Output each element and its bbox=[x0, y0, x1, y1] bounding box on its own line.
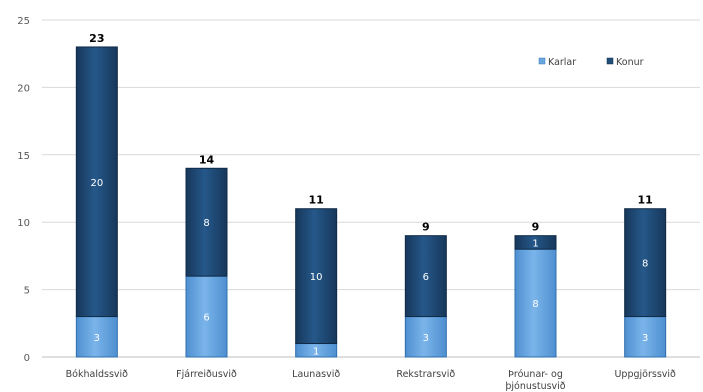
x-category-label: Uppgjörssvið bbox=[614, 369, 676, 380]
x-category-label: Bókhaldssvið bbox=[66, 369, 129, 380]
x-category-label: Fjárreiðusvið bbox=[176, 369, 237, 380]
bars: 3 20 23 6 8 14 1 10 11 3 6 9 8 1 9 3 8 11 bbox=[75, 32, 667, 358]
gridlines bbox=[42, 19, 700, 358]
bar-segment-konur bbox=[404, 235, 447, 318]
total-label: 11 bbox=[309, 194, 324, 207]
total-label: 23 bbox=[89, 32, 104, 45]
data-label-konur: 10 bbox=[310, 272, 323, 283]
y-tick-label: 10 bbox=[17, 218, 30, 229]
bar-segment-konur bbox=[75, 46, 118, 318]
bar-segment-konur bbox=[295, 208, 338, 345]
bar-segment-karlar bbox=[404, 316, 447, 358]
legend: Karlar Konur bbox=[538, 57, 644, 68]
bar-segment-konur bbox=[514, 235, 557, 250]
x-category-label: Þróunar- og þjónustusvið bbox=[505, 369, 565, 392]
x-axis-category-labels: Bókhaldssvið Fjárreiðusvið Launasvið Rekstr… bbox=[66, 369, 676, 392]
total-label: 11 bbox=[638, 194, 653, 207]
x-category-label: Launasvið bbox=[292, 369, 340, 380]
total-label: 14 bbox=[199, 153, 215, 166]
total-label: 9 bbox=[532, 221, 540, 234]
data-label-konur: 8 bbox=[642, 259, 648, 270]
data-label-karlar: 3 bbox=[423, 333, 429, 344]
data-label-karlar: 6 bbox=[203, 313, 209, 324]
y-tick-label: 5 bbox=[24, 286, 30, 297]
bar-segment-konur bbox=[624, 208, 667, 318]
bar-segment-karlar bbox=[185, 275, 228, 358]
data-label-karlar: 1 bbox=[313, 346, 319, 357]
data-label-karlar: 3 bbox=[642, 333, 648, 344]
y-tick-label: 0 bbox=[24, 353, 30, 364]
y-tick-label: 15 bbox=[17, 151, 30, 162]
legend-label-konur: Konur bbox=[616, 57, 644, 68]
y-tick-label: 20 bbox=[17, 83, 30, 94]
data-label-konur: 6 bbox=[423, 272, 429, 283]
data-label-karlar: 8 bbox=[532, 299, 538, 310]
bar-segment-karlar bbox=[75, 316, 118, 358]
legend-label-karlar: Karlar bbox=[548, 57, 576, 68]
y-axis-tick-labels: 0 5 10 15 20 25 bbox=[17, 16, 30, 364]
data-label-konur: 8 bbox=[203, 218, 209, 229]
x-category-label: Rekstrarsvið bbox=[396, 369, 455, 380]
data-label-konur: 20 bbox=[90, 178, 103, 189]
data-label-karlar: 3 bbox=[94, 333, 100, 344]
y-tick-label: 25 bbox=[17, 16, 30, 27]
total-label: 9 bbox=[422, 221, 430, 234]
bar-segment-konur bbox=[185, 167, 228, 277]
legend-swatch-karlar bbox=[538, 57, 546, 65]
legend-swatch-konur bbox=[606, 57, 614, 65]
data-label-konur: 1 bbox=[532, 238, 538, 249]
bar-segment-karlar bbox=[514, 248, 557, 358]
